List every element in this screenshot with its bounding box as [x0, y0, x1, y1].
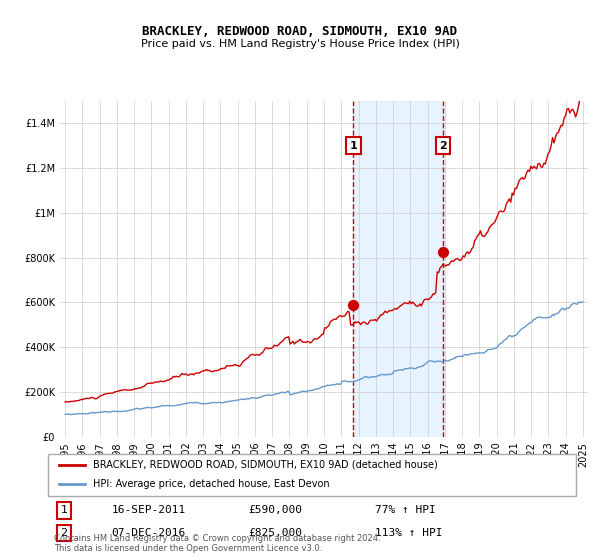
Text: BRACKLEY, REDWOOD ROAD, SIDMOUTH, EX10 9AD: BRACKLEY, REDWOOD ROAD, SIDMOUTH, EX10 9… [143, 25, 458, 38]
Text: 1: 1 [349, 141, 357, 151]
Text: 1: 1 [61, 505, 67, 515]
Text: £590,000: £590,000 [248, 505, 302, 515]
Text: BRACKLEY, REDWOOD ROAD, SIDMOUTH, EX10 9AD (detached house): BRACKLEY, REDWOOD ROAD, SIDMOUTH, EX10 9… [93, 460, 437, 470]
Text: 113% ↑ HPI: 113% ↑ HPI [376, 528, 443, 538]
Point [349, 300, 358, 309]
Point [438, 248, 448, 256]
Text: HPI: Average price, detached house, East Devon: HPI: Average price, detached house, East… [93, 479, 329, 489]
Text: Contains HM Land Registry data © Crown copyright and database right 2024.
This d: Contains HM Land Registry data © Crown c… [54, 534, 380, 553]
Text: 07-DEC-2016: 07-DEC-2016 [112, 528, 185, 538]
Bar [353, 101, 443, 437]
Text: 16-SEP-2011: 16-SEP-2011 [112, 505, 185, 515]
Text: 2: 2 [60, 528, 67, 538]
Text: 77% ↑ HPI: 77% ↑ HPI [376, 505, 436, 515]
Text: £825,000: £825,000 [248, 528, 302, 538]
Text: 2: 2 [439, 141, 447, 151]
FancyBboxPatch shape [48, 454, 576, 496]
Text: Price paid vs. HM Land Registry's House Price Index (HPI): Price paid vs. HM Land Registry's House … [140, 39, 460, 49]
